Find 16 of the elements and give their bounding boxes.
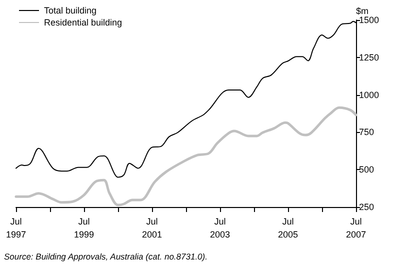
x-tick-label: Jul 2003	[210, 216, 230, 240]
y-axis-title: $m	[356, 6, 369, 16]
legend-label: Total building	[44, 6, 97, 16]
source-note: Source: Building Approvals, Australia (cat. no.8731.0).	[4, 252, 208, 262]
y-tick-label: 1500	[359, 15, 380, 25]
x-tick-label: Jul 1997	[6, 216, 26, 240]
y-tick-label: 750	[359, 127, 374, 138]
x-tick-label: Jul 1999	[74, 216, 94, 240]
x-tick-label: Jul 2007	[346, 216, 366, 240]
legend-label: Residential building	[44, 18, 122, 28]
y-tick-label: 500	[359, 164, 374, 175]
y-tick-label: 1250	[359, 52, 380, 62]
x-tick-label: Jul 2005	[278, 216, 298, 240]
y-tick-label: 1000	[359, 90, 380, 100]
x-tick-label: Jul 2001	[142, 216, 162, 240]
y-tick-label: 250	[359, 202, 374, 212]
